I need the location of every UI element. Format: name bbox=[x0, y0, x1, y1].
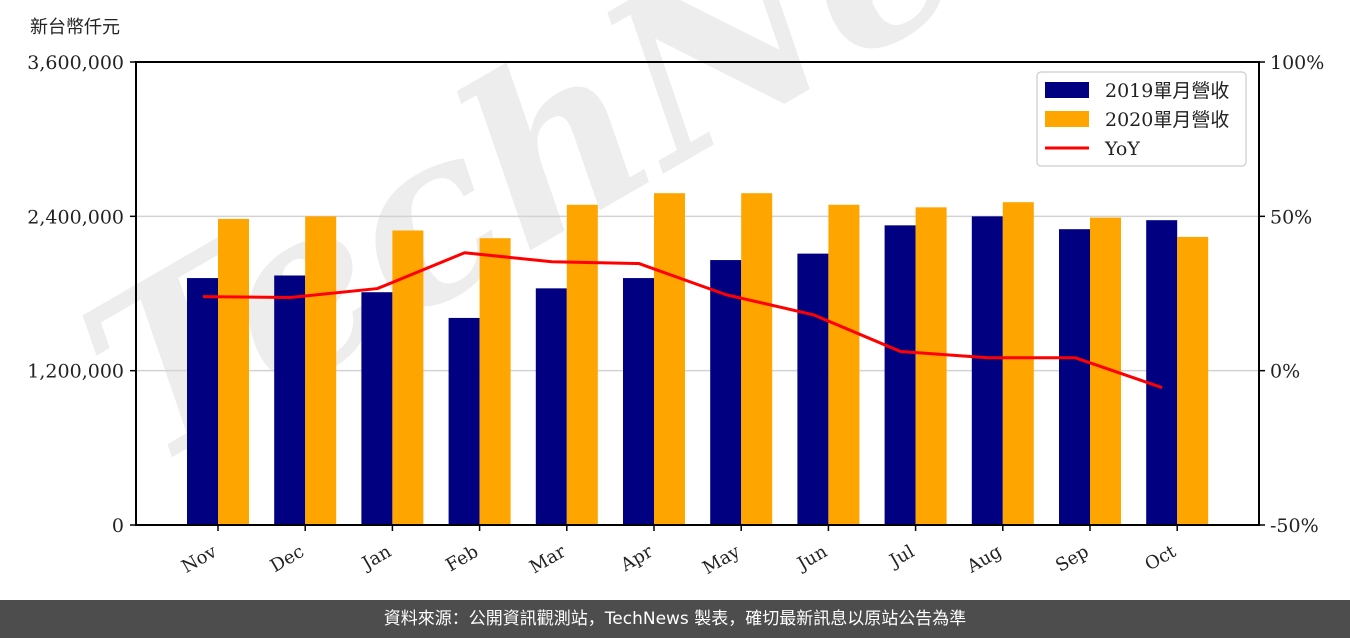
svg-text:Jan: Jan bbox=[357, 541, 395, 575]
svg-text:1,200,000: 1,200,000 bbox=[27, 361, 124, 383]
svg-text:3,600,000: 3,600,000 bbox=[27, 52, 124, 74]
bar-mar-1 bbox=[566, 204, 598, 525]
svg-text:Oct: Oct bbox=[1141, 541, 1180, 576]
revenue-chart: TechNews 0 1,200,000 2,400,000 3,600,000 -50… bbox=[27, 0, 1324, 579]
bar-jul-0 bbox=[884, 225, 916, 525]
svg-text:Mar: Mar bbox=[526, 541, 570, 578]
svg-text:YoY: YoY bbox=[1104, 138, 1140, 160]
svg-text:50%: 50% bbox=[1270, 206, 1312, 228]
svg-text:May: May bbox=[699, 541, 744, 579]
svg-text:2019單月營收: 2019單月營收 bbox=[1105, 80, 1229, 102]
bar-series bbox=[187, 193, 1209, 526]
bar-apr-1 bbox=[654, 193, 685, 525]
bar-jan-0 bbox=[361, 292, 393, 525]
yoy-line bbox=[202, 251, 1163, 390]
svg-text:2020單月營收: 2020單月營收 bbox=[1105, 109, 1229, 131]
svg-text:Jul: Jul bbox=[885, 541, 919, 573]
bar-sep-0 bbox=[1059, 229, 1090, 525]
svg-text:Feb: Feb bbox=[442, 541, 482, 576]
svg-text:Aug: Aug bbox=[963, 541, 1006, 578]
svg-text:Apr: Apr bbox=[616, 541, 656, 576]
bar-feb-1 bbox=[479, 238, 511, 526]
legend: 2019單月營收 2020單月營收 YoY bbox=[1036, 71, 1247, 167]
y-axis-unit-label: 新台幣仟元 bbox=[30, 17, 120, 38]
bar-mar-0 bbox=[535, 288, 567, 525]
bar-may-1 bbox=[741, 193, 773, 525]
bar-jun-1 bbox=[828, 204, 860, 525]
bar-nov-0 bbox=[187, 278, 218, 525]
bar-dec-0 bbox=[274, 275, 306, 525]
bar-dec-1 bbox=[305, 216, 337, 526]
bar-may-0 bbox=[710, 260, 742, 525]
svg-text:0%: 0% bbox=[1270, 361, 1300, 383]
svg-text:0: 0 bbox=[112, 515, 124, 537]
svg-text:Jun: Jun bbox=[792, 541, 831, 576]
svg-text:100%: 100% bbox=[1270, 52, 1324, 74]
bar-aug-0 bbox=[971, 216, 1003, 526]
bar-jun-0 bbox=[797, 253, 829, 525]
bar-feb-0 bbox=[448, 317, 480, 525]
svg-text:2,400,000: 2,400,000 bbox=[27, 206, 124, 228]
svg-text:Nov: Nov bbox=[178, 541, 221, 578]
footer-text: 資料來源：公開資訊觀測站，TechNews 製表，確切最新訊息以原站公告為準 bbox=[383, 609, 967, 629]
svg-text:-50%: -50% bbox=[1270, 515, 1319, 537]
bar-jul-1 bbox=[915, 207, 947, 525]
bar-nov-1 bbox=[218, 218, 249, 525]
svg-text:Dec: Dec bbox=[267, 541, 308, 577]
bar-aug-1 bbox=[1002, 202, 1034, 526]
bar-apr-0 bbox=[623, 278, 654, 525]
bar-oct-1 bbox=[1177, 236, 1209, 525]
bar-oct-0 bbox=[1146, 220, 1178, 526]
svg-text:Sep: Sep bbox=[1052, 541, 1092, 576]
source-footer: 資料來源：公開資訊觀測站，TechNews 製表，確切最新訊息以原站公告為準 bbox=[0, 600, 1350, 638]
